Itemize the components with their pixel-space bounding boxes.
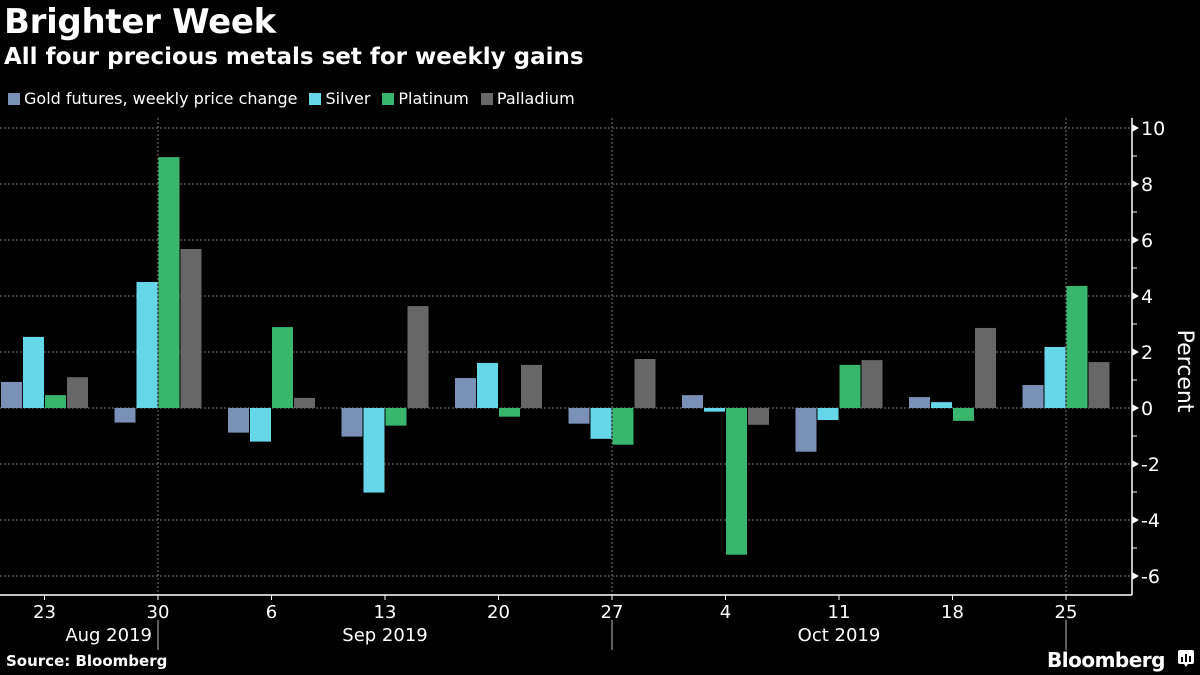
bar-silver xyxy=(136,282,158,408)
y-tick-marker xyxy=(1132,348,1139,356)
legend-item-platinum: Platinum xyxy=(382,89,469,108)
y-tick-label: -2 xyxy=(1141,454,1160,476)
bar-gold xyxy=(341,408,363,437)
bar-silver xyxy=(590,408,612,439)
bar-palladium xyxy=(294,397,315,408)
y-tick-label: 4 xyxy=(1141,286,1153,308)
y-tick-label: 8 xyxy=(1141,174,1153,196)
bar-platinum xyxy=(45,395,66,408)
y-tick-label: 10 xyxy=(1141,118,1165,140)
bar-gold xyxy=(228,408,249,433)
x-tick-label: 18 xyxy=(941,602,964,623)
source-note: Source: Bloomberg xyxy=(6,652,168,670)
bar-palladium xyxy=(67,377,88,408)
x-tick-label: 6 xyxy=(266,602,277,623)
bar-gold xyxy=(682,395,703,408)
bar-silver xyxy=(704,408,725,412)
legend-item-gold: Gold futures, weekly price change xyxy=(8,89,297,108)
bar-silver xyxy=(1044,346,1066,408)
bar-platinum xyxy=(839,364,861,408)
x-tick-label: 13 xyxy=(374,602,397,623)
bar-gold xyxy=(455,378,476,408)
bar-palladium xyxy=(180,248,202,408)
bar-gold xyxy=(568,408,590,424)
legend-swatch-silver xyxy=(309,92,322,105)
bar-palladium xyxy=(521,364,542,408)
legend-label-gold: Gold futures, weekly price change xyxy=(24,89,298,108)
legend-item-silver: Silver xyxy=(309,89,370,108)
bar-gold xyxy=(1022,385,1044,408)
y-tick-label: 6 xyxy=(1141,230,1153,252)
bar-platinum xyxy=(1066,285,1088,408)
bar-platinum xyxy=(953,408,974,421)
legend-swatch-palladium xyxy=(480,92,493,105)
y-tick-label: 0 xyxy=(1141,398,1153,420)
month-label: Aug 2019 xyxy=(65,625,152,646)
bar-palladium xyxy=(634,359,656,408)
month-label: Oct 2019 xyxy=(798,625,881,646)
x-tick-label: 11 xyxy=(828,602,851,623)
bar-platinum xyxy=(272,327,293,408)
bar-palladium xyxy=(407,306,429,408)
bar-silver xyxy=(817,408,839,421)
y-tick-marker xyxy=(1132,572,1139,580)
month-label: Sep 2019 xyxy=(342,625,427,646)
bar-platinum xyxy=(158,157,180,408)
bar-silver xyxy=(23,336,44,408)
legend-item-palladium: Palladium xyxy=(480,89,575,108)
legend: Gold futures, weekly price change Silver… xyxy=(8,89,587,108)
y-tick-marker xyxy=(1132,516,1139,524)
y-tick-marker xyxy=(1132,404,1139,412)
x-tick-label: 4 xyxy=(720,602,731,623)
chart-title: Brighter Week xyxy=(4,2,276,42)
x-tick-label: 23 xyxy=(33,602,56,623)
bar-gold xyxy=(795,408,817,452)
bloomberg-logo: Bloomberg xyxy=(1047,648,1165,672)
bar-gold xyxy=(909,397,930,408)
bar-palladium xyxy=(861,360,883,408)
y-tick-label: 2 xyxy=(1141,342,1153,364)
bar-palladium xyxy=(975,327,996,408)
x-tick-label: 30 xyxy=(147,602,170,623)
bloomberg-chart-icon xyxy=(1178,650,1194,667)
bar-platinum xyxy=(612,408,634,445)
y-tick-marker xyxy=(1132,236,1139,244)
y-tick-label: -4 xyxy=(1141,510,1160,532)
y-tick-label: -6 xyxy=(1141,566,1160,588)
bar-palladium xyxy=(748,408,769,425)
x-tick-label: 20 xyxy=(487,602,510,623)
y-tick-marker xyxy=(1132,292,1139,300)
x-tick-label: 25 xyxy=(1055,602,1078,623)
chart-subtitle: All four precious metals set for weekly … xyxy=(4,44,584,70)
bar-gold xyxy=(1,381,22,408)
legend-label-silver: Silver xyxy=(325,89,371,108)
bar-silver xyxy=(477,362,498,408)
bar-silver xyxy=(250,408,271,442)
y-tick-marker xyxy=(1132,460,1139,468)
bar-palladium xyxy=(1088,362,1110,408)
bar-silver xyxy=(931,402,952,408)
legend-label-palladium: Palladium xyxy=(496,89,575,108)
bars xyxy=(1,157,1110,555)
bar-silver xyxy=(363,408,385,493)
y-axis-label: Percent xyxy=(1172,330,1197,413)
legend-swatch-gold xyxy=(8,92,20,105)
legend-swatch-platinum xyxy=(382,92,395,105)
bar-platinum xyxy=(385,408,407,426)
x-tick-label: 27 xyxy=(601,602,624,623)
legend-label-platinum: Platinum xyxy=(398,89,469,108)
bar-gold xyxy=(114,408,136,423)
bar-platinum xyxy=(499,408,520,417)
bar-platinum xyxy=(726,408,747,555)
y-tick-marker xyxy=(1132,180,1139,188)
y-tick-marker xyxy=(1132,124,1139,132)
